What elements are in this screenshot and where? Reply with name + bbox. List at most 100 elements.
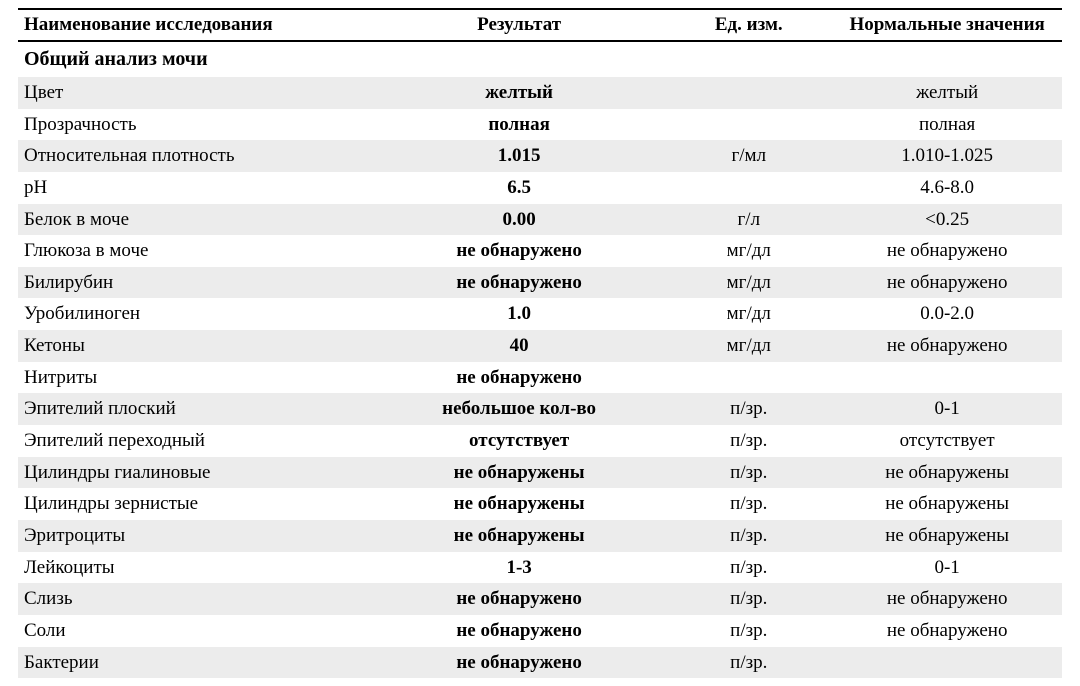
cell-ref: не обнаружено — [832, 267, 1062, 299]
cell-ref: отсутствует — [832, 425, 1062, 457]
col-header-ref: Нормальные значения — [832, 9, 1062, 41]
table-row: Кетоны40мг/длне обнаружено — [18, 330, 1062, 362]
cell-unit: г/л — [665, 204, 832, 236]
cell-name: Цвет — [18, 77, 373, 109]
cell-name: Уробилиноген — [18, 298, 373, 330]
cell-unit — [665, 109, 832, 141]
cell-result: 6.5 — [373, 172, 665, 204]
cell-name: Билирубин — [18, 267, 373, 299]
cell-name: Цилиндры гиалиновые — [18, 457, 373, 489]
cell-ref — [832, 647, 1062, 679]
cell-ref: 0-1 — [832, 552, 1062, 584]
section-row: Общий анализ мочи — [18, 41, 1062, 77]
cell-result: не обнаружено — [373, 647, 665, 679]
table-body: Общий анализ мочи ЦветжелтыйжелтыйПрозра… — [18, 41, 1062, 678]
table-row: Эпителий переходныйотсутствуетп/зр.отсут… — [18, 425, 1062, 457]
cell-unit — [665, 362, 832, 394]
cell-unit: п/зр. — [665, 647, 832, 679]
table-row: Нитритыне обнаружено — [18, 362, 1062, 394]
cell-name: Прозрачность — [18, 109, 373, 141]
section-title: Общий анализ мочи — [18, 41, 1062, 77]
cell-result: не обнаружены — [373, 488, 665, 520]
col-header-unit: Ед. изм. — [665, 9, 832, 41]
cell-name: Относительная плотность — [18, 140, 373, 172]
cell-result: 1.015 — [373, 140, 665, 172]
table-row: Бактериине обнаруженоп/зр. — [18, 647, 1062, 679]
cell-name: Белок в моче — [18, 204, 373, 236]
cell-unit: п/зр. — [665, 457, 832, 489]
cell-unit: мг/дл — [665, 267, 832, 299]
cell-result: 1.0 — [373, 298, 665, 330]
cell-ref: полная — [832, 109, 1062, 141]
table-row: Эритроцитыне обнаруженып/зр.не обнаружен… — [18, 520, 1062, 552]
table-row: Цилиндры гиалиновыене обнаруженып/зр.не … — [18, 457, 1062, 489]
table-row: Эпителий плоскийнебольшое кол-воп/зр.0-1 — [18, 393, 1062, 425]
table-row: Уробилиноген1.0мг/дл0.0-2.0 — [18, 298, 1062, 330]
cell-result: 1-3 — [373, 552, 665, 584]
cell-unit: п/зр. — [665, 615, 832, 647]
cell-name: Эритроциты — [18, 520, 373, 552]
cell-name: Эпителий переходный — [18, 425, 373, 457]
cell-result: 0.00 — [373, 204, 665, 236]
cell-ref: не обнаружено — [832, 330, 1062, 362]
table-row: Солине обнаруженоп/зр.не обнаружено — [18, 615, 1062, 647]
cell-ref: 0-1 — [832, 393, 1062, 425]
cell-unit: п/зр. — [665, 488, 832, 520]
cell-ref: <0.25 — [832, 204, 1062, 236]
table-row: Слизьне обнаруженоп/зр.не обнаружено — [18, 583, 1062, 615]
table-row: pH6.5 4.6-8.0 — [18, 172, 1062, 204]
cell-unit: г/мл — [665, 140, 832, 172]
cell-ref — [832, 362, 1062, 394]
col-header-result: Результат — [373, 9, 665, 41]
col-header-name: Наименование исследования — [18, 9, 373, 41]
lab-results-table: Наименование исследования Результат Ед. … — [18, 8, 1062, 678]
cell-unit: мг/дл — [665, 235, 832, 267]
cell-name: Кетоны — [18, 330, 373, 362]
cell-name: Цилиндры зернистые — [18, 488, 373, 520]
cell-result: не обнаружены — [373, 457, 665, 489]
cell-ref: не обнаружены — [832, 488, 1062, 520]
table-row: Прозрачностьполнаяполная — [18, 109, 1062, 141]
cell-ref: желтый — [832, 77, 1062, 109]
cell-ref: не обнаружено — [832, 583, 1062, 615]
cell-result: не обнаружено — [373, 583, 665, 615]
cell-result: желтый — [373, 77, 665, 109]
cell-result: небольшое кол-во — [373, 393, 665, 425]
table-row: Цветжелтыйжелтый — [18, 77, 1062, 109]
cell-result: не обнаружено — [373, 615, 665, 647]
cell-ref: 4.6-8.0 — [832, 172, 1062, 204]
cell-result: 40 — [373, 330, 665, 362]
cell-ref: 0.0-2.0 — [832, 298, 1062, 330]
cell-unit: п/зр. — [665, 520, 832, 552]
cell-name: Нитриты — [18, 362, 373, 394]
cell-unit: мг/дл — [665, 298, 832, 330]
cell-name: Слизь — [18, 583, 373, 615]
table-header-row: Наименование исследования Результат Ед. … — [18, 9, 1062, 41]
table-row: Белок в моче0.00г/л<0.25 — [18, 204, 1062, 236]
cell-unit — [665, 77, 832, 109]
cell-ref: не обнаружены — [832, 457, 1062, 489]
cell-name: Глюкоза в моче — [18, 235, 373, 267]
cell-result: не обнаружено — [373, 235, 665, 267]
cell-ref: не обнаружено — [832, 235, 1062, 267]
cell-ref: 1.010-1.025 — [832, 140, 1062, 172]
table-row: Относительная плотность1.015г/мл1.010-1.… — [18, 140, 1062, 172]
cell-unit: п/зр. — [665, 583, 832, 615]
table-row: Лейкоциты1-3п/зр.0-1 — [18, 552, 1062, 584]
cell-result: отсутствует — [373, 425, 665, 457]
cell-ref: не обнаружены — [832, 520, 1062, 552]
cell-result: не обнаружены — [373, 520, 665, 552]
cell-unit — [665, 172, 832, 204]
cell-name: pH — [18, 172, 373, 204]
cell-result: полная — [373, 109, 665, 141]
cell-ref: не обнаружено — [832, 615, 1062, 647]
cell-unit: п/зр. — [665, 552, 832, 584]
cell-result: не обнаружено — [373, 362, 665, 394]
table-row: Билирубинне обнаруженомг/длне обнаружено — [18, 267, 1062, 299]
table-row: Цилиндры зернистыене обнаруженып/зр.не о… — [18, 488, 1062, 520]
cell-unit: мг/дл — [665, 330, 832, 362]
cell-unit: п/зр. — [665, 425, 832, 457]
cell-result: не обнаружено — [373, 267, 665, 299]
cell-name: Соли — [18, 615, 373, 647]
cell-name: Лейкоциты — [18, 552, 373, 584]
